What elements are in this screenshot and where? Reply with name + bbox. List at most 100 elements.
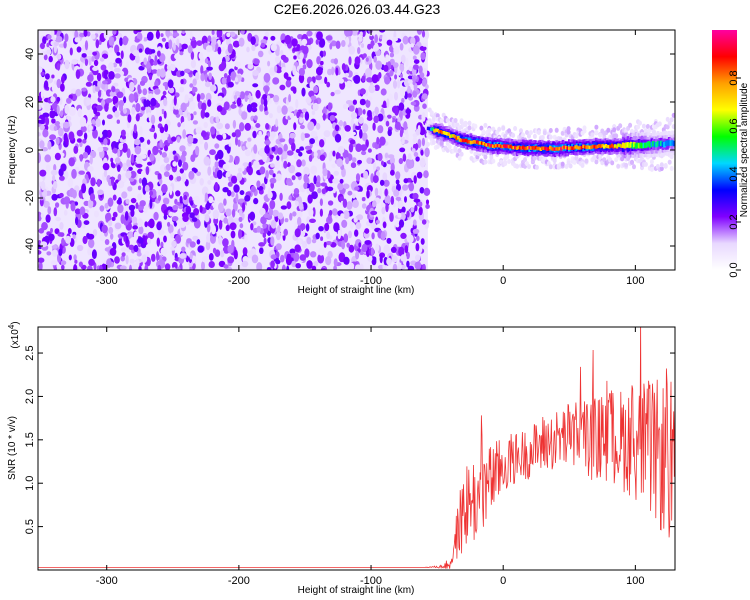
heatmap-cell: [123, 235, 126, 242]
heatmap-cell: [612, 127, 616, 132]
heatmap-cell: [151, 254, 156, 262]
heatmap-cell: [289, 113, 294, 119]
heatmap-cell: [71, 169, 77, 179]
heatmap-cell: [320, 198, 323, 206]
heatmap-cell: [348, 231, 352, 239]
heatmap-cell: [231, 191, 235, 197]
heatmap-cell: [77, 130, 83, 137]
heatmap-cell: [210, 126, 215, 134]
y-tick-label: 20: [24, 96, 36, 108]
heatmap-cell: [52, 249, 58, 256]
heatmap-cell: [68, 178, 74, 188]
heatmap-cell: [41, 213, 44, 218]
heatmap-cell: [253, 198, 258, 204]
heatmap-cell: [334, 258, 338, 267]
heatmap-cell: [432, 140, 436, 145]
heatmap-cell: [165, 263, 171, 270]
heatmap-cell: [157, 265, 161, 274]
heatmap-cell: [64, 196, 71, 204]
heatmap-cell: [581, 163, 585, 168]
heatmap-cell: [255, 123, 260, 128]
heatmap-cell: [360, 144, 367, 151]
heatmap-cell: [147, 139, 150, 144]
heatmap-cell: [218, 47, 222, 55]
heatmap-cell: [415, 262, 422, 270]
heatmap-cell: [313, 103, 319, 111]
heatmap-cell: [265, 123, 269, 130]
heatmap-cell: [117, 92, 124, 99]
heatmap-cell: [118, 143, 123, 150]
heatmap-cell: [343, 140, 349, 144]
heatmap-cell: [129, 245, 135, 250]
heatmap-cell: [286, 80, 292, 87]
heatmap-cell: [388, 94, 393, 101]
heatmap-cell: [206, 45, 212, 52]
heatmap-cell: [52, 84, 56, 93]
heatmap-cell: [121, 191, 127, 198]
heatmap-cell: [54, 207, 58, 216]
heatmap-cell: [144, 264, 148, 273]
heatmap-cell: [156, 251, 159, 261]
heatmap-cell: [386, 121, 390, 127]
y-tick-label: -20: [24, 190, 36, 206]
heatmap-cell: [272, 147, 276, 152]
heatmap-cell: [424, 148, 429, 158]
heatmap-cell: [235, 77, 238, 82]
heatmap-cell: [68, 157, 75, 166]
heatmap-cell: [394, 74, 397, 79]
heatmap-cell: [291, 143, 296, 152]
spectrogram-panel: -300 -200 -100 0 100 -40-2002040 Height of s…: [7, 26, 676, 297]
heatmap-cell: [182, 28, 186, 34]
heatmap-cell: [187, 114, 191, 122]
heatmap-cell: [129, 93, 135, 102]
heatmap-cell: [403, 121, 407, 130]
heatmap-cell: [46, 214, 51, 222]
heatmap-cell: [160, 126, 165, 133]
x-tick-label: 0: [500, 275, 506, 287]
heatmap-cell: [78, 108, 82, 117]
heatmap-cell: [242, 261, 249, 267]
heatmap-cell: [366, 157, 372, 164]
heatmap-cell: [80, 154, 83, 162]
heatmap-cell: [670, 166, 674, 171]
heatmap-cell: [90, 156, 93, 165]
heatmap-cell: [120, 265, 127, 270]
heatmap-cell: [350, 132, 356, 136]
heatmap-cell: [264, 238, 267, 245]
heatmap-cell: [97, 179, 101, 187]
heatmap-cell: [390, 170, 395, 176]
heatmap-cell: [321, 267, 326, 271]
heatmap-cell: [64, 60, 69, 69]
heatmap-cell: [222, 47, 225, 52]
heatmap-cell: [300, 125, 305, 129]
heatmap-cell: [46, 164, 51, 171]
heatmap-cell: [65, 104, 70, 114]
y-tick-label: 0.5: [24, 519, 36, 534]
heatmap-cell: [65, 137, 69, 145]
heatmap-cell: [160, 103, 163, 107]
heatmap-cell: [253, 160, 260, 169]
heatmap-cell: [408, 80, 413, 84]
heatmap-cell: [200, 73, 204, 81]
heatmap-cell: [47, 206, 51, 214]
x-tick-label: 0: [500, 575, 506, 587]
heatmap-cell: [385, 203, 388, 212]
heatmap-cell: [257, 226, 261, 233]
heatmap-cell: [145, 47, 151, 54]
heatmap-cell: [46, 49, 51, 54]
heatmap-cell: [134, 38, 140, 42]
heatmap-cell: [356, 222, 362, 229]
heatmap-cell: [63, 122, 70, 129]
heatmap-cell: [241, 111, 247, 120]
heatmap-cell: [149, 219, 155, 229]
heatmap-cell: [49, 110, 55, 118]
heatmap-cell: [426, 142, 430, 147]
heatmap-cell: [204, 156, 211, 165]
heatmap-cell: [365, 68, 372, 78]
heatmap-cell: [174, 96, 177, 106]
heatmap-cell: [399, 148, 405, 153]
heatmap-cell: [338, 121, 344, 126]
heatmap-cell: [331, 67, 334, 76]
heatmap-cell: [289, 195, 292, 200]
bottom-y-axis-label: SNR (10 * v/v): [7, 416, 18, 480]
